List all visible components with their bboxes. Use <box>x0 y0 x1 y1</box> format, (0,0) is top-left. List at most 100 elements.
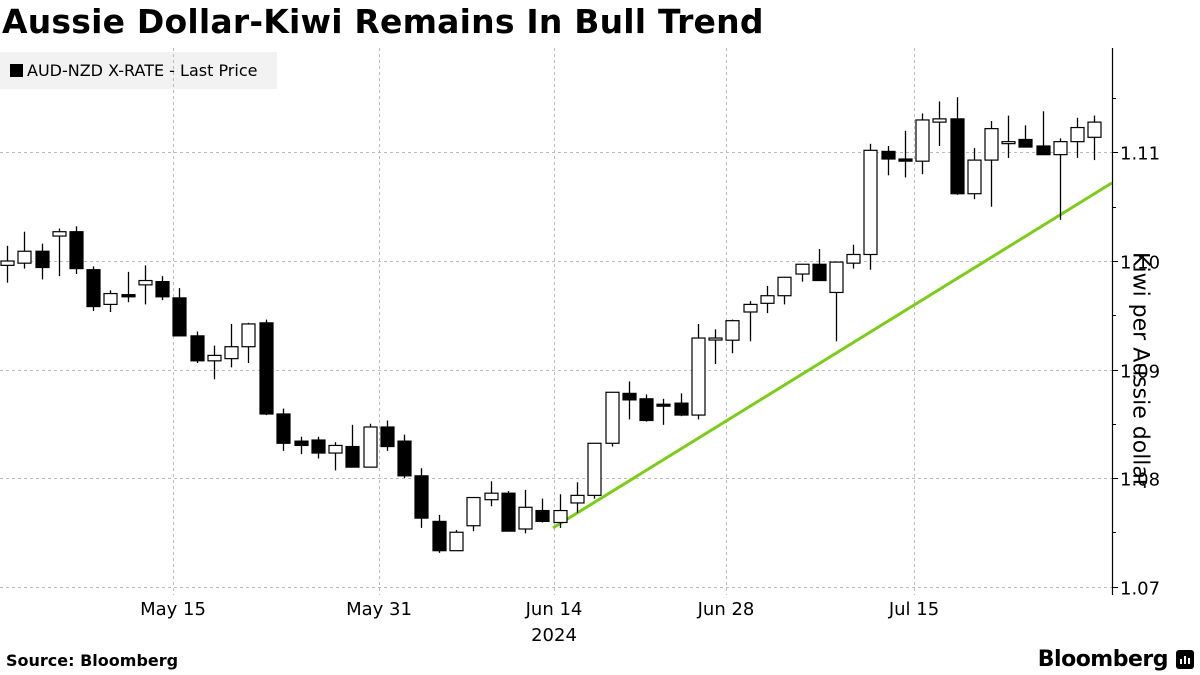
candle <box>449 530 464 552</box>
candle <box>1001 115 1016 158</box>
candle <box>622 381 637 420</box>
candle-body-down <box>535 509 550 522</box>
candle <box>587 442 602 499</box>
candle <box>674 393 689 417</box>
candle <box>35 243 50 280</box>
candle <box>345 424 360 468</box>
candle <box>846 244 861 269</box>
candle <box>984 121 999 207</box>
candle <box>69 226 84 275</box>
candle-body-up <box>328 444 343 454</box>
candle-body-up <box>553 509 568 524</box>
candle-body-down <box>656 403 671 407</box>
candle-body-up <box>1053 141 1068 156</box>
candle-body-up <box>587 442 602 496</box>
candle-body-down <box>432 520 447 552</box>
candle-body-up <box>570 494 585 504</box>
candle-body-up <box>605 391 620 444</box>
x-tick-label: May 31 <box>346 599 412 620</box>
candle <box>863 143 878 270</box>
candle <box>414 468 429 528</box>
candle <box>725 319 740 354</box>
legend-label: AUD-NZD X-RATE - Last Price <box>27 61 258 80</box>
candle-body-up <box>207 354 222 362</box>
x-tick-label: May 15 <box>140 599 206 620</box>
candle <box>380 420 395 451</box>
candle-body-down <box>881 150 896 160</box>
candle <box>259 319 274 416</box>
candle-body-down <box>674 402 689 416</box>
candle <box>795 263 810 282</box>
legend: AUD-NZD X-RATE - Last Price <box>0 52 277 89</box>
y-tick-label: 1.08 <box>1120 470 1160 491</box>
candle <box>432 514 447 553</box>
candle <box>155 276 170 301</box>
y-tick-label: 1.07 <box>1120 579 1160 600</box>
candle <box>553 494 568 528</box>
candle-body-down <box>311 439 326 454</box>
source-note: Source: Bloomberg <box>6 651 179 670</box>
x-tick-label: Jun 14 <box>525 599 583 620</box>
candle-body-up <box>103 292 118 305</box>
candle <box>812 249 827 282</box>
candle-body-up <box>984 128 999 161</box>
candle <box>915 113 930 175</box>
candle <box>397 434 412 478</box>
candle <box>950 97 965 195</box>
candle <box>121 271 136 303</box>
candle-body-up <box>795 263 810 275</box>
candle <box>535 498 550 523</box>
candle <box>328 442 343 471</box>
y-tick-label: 1.09 <box>1120 362 1160 383</box>
candle-body-up <box>1070 126 1085 143</box>
candle-body-up <box>241 323 256 348</box>
candle <box>760 285 775 314</box>
candle <box>829 261 844 342</box>
candle <box>190 331 205 363</box>
candle <box>86 266 101 311</box>
candle-body-down <box>639 398 654 422</box>
candle-body-down <box>414 475 429 519</box>
x-axis: May 15 May 31 Jun 14 Jun 28 Jul 15 2024 <box>140 599 939 646</box>
candle <box>501 491 516 532</box>
bloomberg-logo-icon <box>1176 650 1194 669</box>
y-axis-label: Kiwi per Aussie dollar <box>1127 252 1153 488</box>
candle-body-up <box>915 119 930 162</box>
candle-body-down <box>121 294 136 298</box>
x-tick-label: Jul 15 <box>888 599 939 620</box>
candle <box>518 489 533 534</box>
candle-body-up <box>484 492 499 501</box>
candle <box>708 329 723 365</box>
candle-body-down <box>259 322 274 415</box>
x-tick-label: Jun 28 <box>697 599 755 620</box>
y-tick-label: 1.11 <box>1120 144 1160 165</box>
candle-body-up <box>743 303 758 313</box>
candle-body-down <box>380 426 395 448</box>
candle-body-up <box>17 250 32 264</box>
candle-body-up <box>863 149 878 256</box>
candle-body-down <box>950 118 965 195</box>
candle-body-down <box>276 413 291 444</box>
candle <box>898 130 913 178</box>
candle <box>207 345 222 380</box>
candle <box>1036 111 1051 156</box>
candle-body-down <box>898 158 913 162</box>
candle <box>0 245 15 283</box>
candle-body-down <box>69 231 84 270</box>
candle <box>363 423 378 468</box>
candle-body-up <box>1087 121 1102 138</box>
candle-body-up <box>363 426 378 468</box>
candle-body-down <box>501 492 516 532</box>
candle <box>605 391 620 447</box>
candle-body-up <box>1001 141 1016 145</box>
bull-trendline <box>552 181 1113 530</box>
candle <box>932 101 947 146</box>
candle <box>311 436 326 459</box>
candle-body-up <box>846 253 861 264</box>
candle-body-down <box>86 269 101 308</box>
candle-body-down <box>155 281 170 298</box>
candles <box>0 97 1102 553</box>
candle-body-up <box>932 118 947 123</box>
candle <box>1087 115 1102 161</box>
